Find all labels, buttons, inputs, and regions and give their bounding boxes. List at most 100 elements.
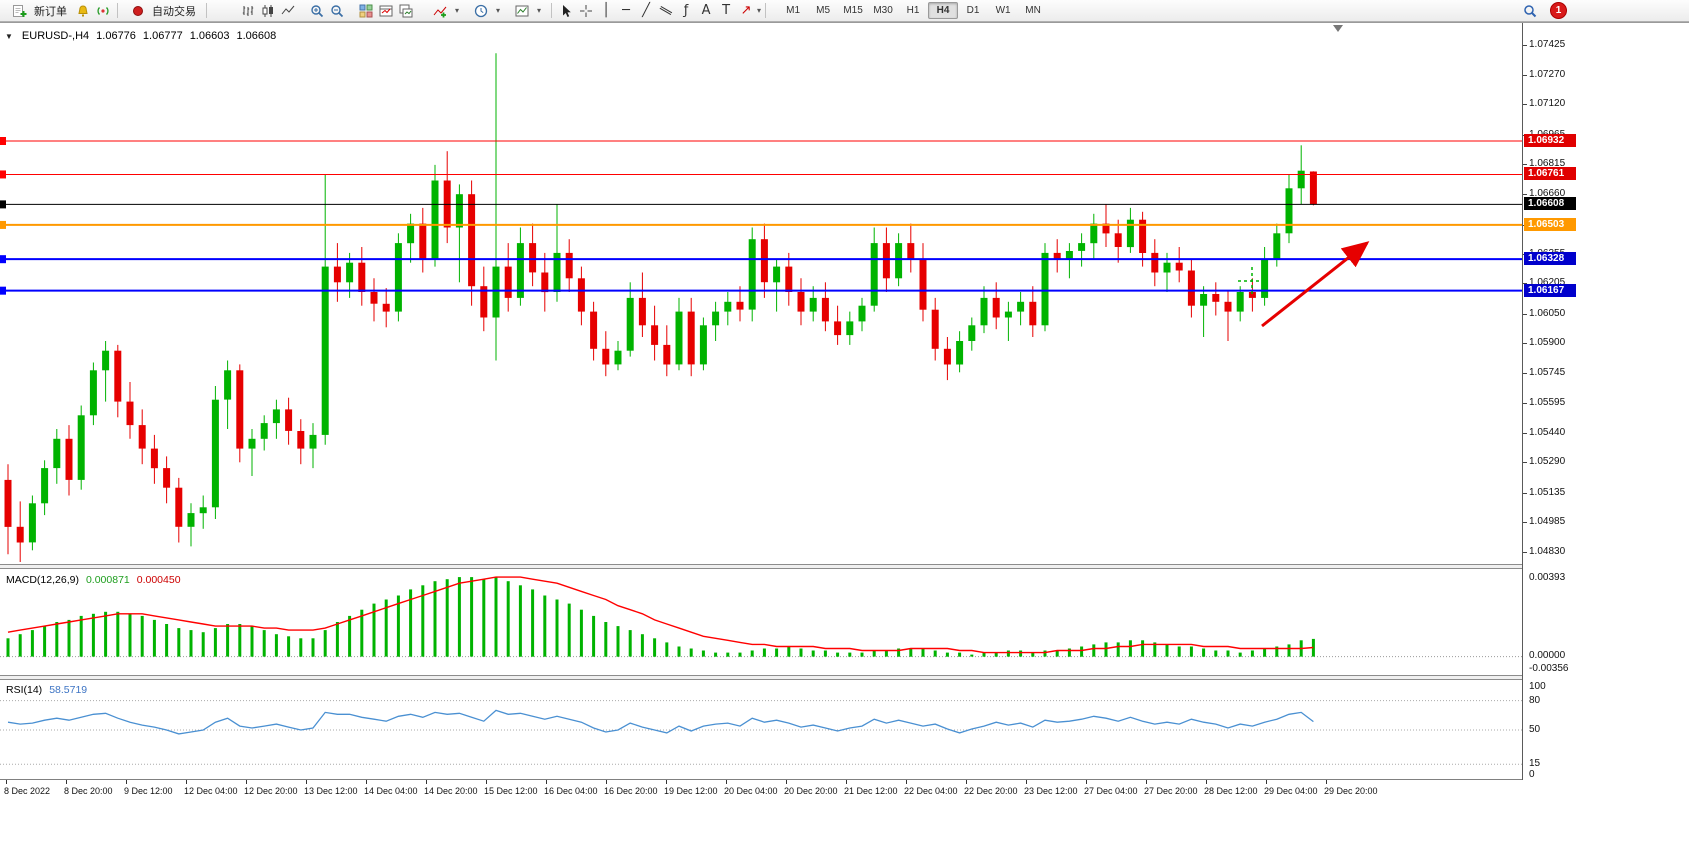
macd-pane[interactable]	[0, 571, 1522, 675]
time-axis-tick	[546, 780, 547, 784]
time-axis-label: 27 Dec 20:00	[1144, 786, 1198, 796]
pane-splitter[interactable]	[0, 675, 1689, 680]
time-axis-label: 12 Dec 20:00	[244, 786, 298, 796]
rsi-label: RSI(14) 58.5719	[6, 684, 87, 696]
rsi-title: RSI(14)	[6, 684, 43, 696]
time-axis-label: 20 Dec 20:00	[784, 786, 838, 796]
price-axis-tick	[1523, 373, 1527, 375]
price-axis-label: 1.05900	[1529, 336, 1566, 348]
timeframe-button-h4[interactable]: H4	[928, 2, 959, 19]
price-axis-label: 1.06205	[1529, 277, 1565, 289]
dropdown-caret-icon: ▾	[496, 6, 501, 15]
timeframe-button-d1[interactable]: D1	[966, 5, 980, 16]
toolbar-separator	[206, 3, 207, 18]
price-axis-tick	[1523, 74, 1527, 76]
macd-label: MACD(12,26,9) 0.000871 0.000450	[6, 574, 181, 586]
autotrading-label: 自动交易	[152, 5, 196, 18]
price-chart-canvas[interactable]	[0, 24, 1522, 565]
text-tool-icon[interactable]: A	[701, 3, 711, 18]
symbol-period-label: EURUSD-,H4	[21, 30, 90, 42]
new-order-button[interactable]: 新订单	[4, 0, 73, 21]
periods-button[interactable]: ▾	[465, 0, 506, 21]
time-axis-tick	[1266, 780, 1267, 784]
price-axis-tick	[1523, 521, 1527, 523]
time-axis-label: 28 Dec 12:00	[1204, 786, 1258, 796]
text-label-tool-icon[interactable]: T	[722, 3, 731, 18]
price-axis-label: 1.05745	[1529, 367, 1566, 379]
time-axis-tick	[846, 780, 847, 784]
time-axis-tick	[1326, 780, 1327, 784]
arrows-tool-icon[interactable]: ↗	[740, 3, 752, 18]
drawing-tools-group: │ ─ ╱ ∥ ƒ A T ↗	[596, 2, 756, 19]
notification-badge[interactable]: 1	[1550, 2, 1567, 19]
signals-icon[interactable]	[94, 2, 112, 19]
time-axis-label: 29 Dec 04:00	[1264, 786, 1318, 796]
pane-splitter[interactable]	[0, 564, 1689, 569]
time-axis-label: 8 Dec 2022	[4, 786, 51, 796]
zoom-out-icon[interactable]	[328, 2, 346, 19]
vertical-line-tool-icon[interactable]: │	[602, 3, 610, 18]
macd-axis-label: 0.00393	[1529, 571, 1566, 583]
cascade-windows-icon[interactable]	[397, 2, 415, 19]
time-axis-tick	[606, 780, 607, 784]
timeframe-button-h1[interactable]: H1	[906, 5, 920, 16]
trendline-tool-icon[interactable]: ╱	[642, 3, 650, 18]
crosshair-icon[interactable]	[577, 2, 595, 19]
ohlc-close: 1.06608	[236, 30, 277, 42]
price-line-tag: 1.06167	[1524, 283, 1576, 297]
indicators-button[interactable]: ▾	[424, 0, 465, 21]
time-axis-label: 22 Dec 20:00	[964, 786, 1018, 796]
timeframe-button-m5[interactable]: M5	[816, 5, 831, 16]
indicators-icon	[431, 2, 449, 19]
timeframe-button-mn[interactable]: MN	[1025, 5, 1041, 16]
time-scale[interactable]: 8 Dec 2022 8 Dec 20:00 9 Dec 12:00 12 Dec 0…	[0, 780, 1522, 802]
alerts-icon[interactable]	[74, 2, 92, 19]
price-axis-label: 1.06815	[1529, 157, 1566, 169]
price-axis-tick	[1523, 194, 1527, 196]
one-click-trading-expander-icon[interactable]: ▼	[5, 32, 13, 41]
time-axis-tick	[486, 780, 487, 784]
search-icon[interactable]	[1521, 2, 1539, 19]
time-axis-tick	[1206, 780, 1207, 784]
ohlc-high: 1.06777	[142, 30, 183, 42]
time-axis-label: 15 Dec 12:00	[484, 786, 538, 796]
time-axis-tick	[66, 780, 67, 784]
main-toolbar: 新订单 自动交易 ▾	[0, 0, 1689, 22]
line-chart-icon[interactable]	[279, 2, 297, 19]
time-axis-tick	[786, 780, 787, 784]
bar-chart-icon[interactable]	[239, 2, 257, 19]
fibonacci-retracement-tool-icon[interactable]: ƒ	[683, 3, 689, 18]
equidistant-channel-tool-icon[interactable]: ∥	[657, 3, 675, 18]
time-axis-tick	[1026, 780, 1027, 784]
horizontal-line-tool-icon[interactable]: ─	[622, 3, 630, 18]
arrange-windows-icon[interactable]	[377, 2, 395, 19]
toolbar-separator	[765, 3, 767, 18]
macd-axis-label: 0.00000	[1529, 649, 1566, 661]
templates-button[interactable]: ▾	[506, 0, 547, 21]
time-axis-label: 14 Dec 04:00	[364, 786, 418, 796]
price-axis-label: 1.07425	[1529, 38, 1566, 50]
macd-axis-label: -0.00356	[1529, 663, 1569, 674]
chart-window: ▼ EURUSD-,H4 1.06776 1.06777 1.06603 1.0…	[0, 22, 1689, 861]
dropdown-caret-icon: ▾	[455, 6, 460, 15]
price-axis-tick	[1523, 313, 1527, 315]
zoom-in-icon[interactable]	[308, 2, 326, 19]
autotrading-icon	[129, 2, 147, 19]
autotrading-button[interactable]: 自动交易	[122, 0, 202, 21]
tile-windows-icon[interactable]	[357, 2, 375, 19]
timeframe-button-m30[interactable]: M30	[873, 5, 893, 16]
time-axis-tick	[666, 780, 667, 784]
chart-header: ▼ EURUSD-,H4 1.06776 1.06777 1.06603 1.0…	[5, 30, 276, 42]
price-scale[interactable]: 1.074251.072701.071201.069651.068151.066…	[1522, 23, 1689, 780]
rsi-pane[interactable]	[0, 681, 1522, 779]
time-axis-separator	[0, 779, 1689, 780]
timeframe-button-w1[interactable]: W1	[995, 5, 1011, 16]
ohlc-low: 1.06603	[189, 30, 230, 42]
timeframe-button-m1[interactable]: M1	[786, 5, 801, 16]
price-axis-label: 1.05440	[1529, 426, 1566, 438]
timeframe-button-m15[interactable]: M15	[843, 5, 863, 16]
candlestick-chart-icon[interactable]	[259, 2, 277, 19]
cursor-icon[interactable]	[557, 2, 575, 19]
clock-icon	[472, 2, 490, 19]
rsi-axis-label: 100	[1529, 681, 1546, 692]
